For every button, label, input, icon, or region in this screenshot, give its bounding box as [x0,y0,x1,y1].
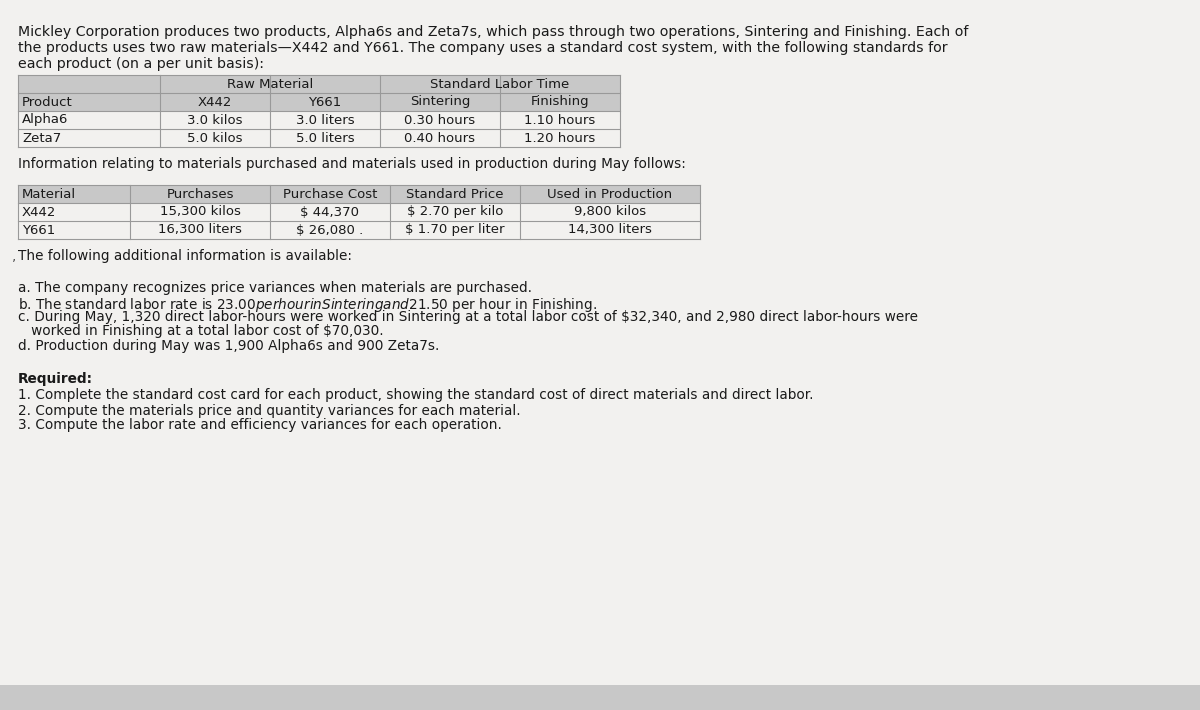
Text: Standard Price: Standard Price [407,187,504,200]
Text: 1. Complete the standard cost card for each product, showing the standard cost o: 1. Complete the standard cost card for e… [18,388,814,403]
Text: c. During May, 1,320 direct labor-hours were worked in Sintering at a total labo: c. During May, 1,320 direct labor-hours … [18,310,918,324]
Text: Product: Product [22,96,73,109]
FancyBboxPatch shape [18,185,700,203]
Text: $ 2.70 per kilo: $ 2.70 per kilo [407,205,503,219]
Text: Information relating to materials purchased and materials used in production dur: Information relating to materials purcha… [18,157,686,171]
Text: Sintering: Sintering [410,96,470,109]
Text: Y661: Y661 [22,224,55,236]
Text: worked in Finishing at a total labor cost of $70,030.: worked in Finishing at a total labor cos… [18,324,384,339]
FancyBboxPatch shape [18,75,620,93]
Text: each product (on a per unit basis):: each product (on a per unit basis): [18,57,264,71]
Text: ,: , [12,249,17,263]
Text: $ 44,370: $ 44,370 [300,205,360,219]
Text: 3.0 liters: 3.0 liters [295,114,354,126]
Text: 2. Compute the materials price and quantity variances for each material.: 2. Compute the materials price and quant… [18,403,521,417]
Text: Zeta7: Zeta7 [22,131,61,145]
Text: 0.40 hours: 0.40 hours [404,131,475,145]
Text: Purchase Cost: Purchase Cost [283,187,377,200]
Text: 1.10 hours: 1.10 hours [524,114,595,126]
Text: 15,300 kilos: 15,300 kilos [160,205,240,219]
Text: 5.0 liters: 5.0 liters [295,131,354,145]
Text: Finishing: Finishing [530,96,589,109]
Text: Mickley Corporation produces two products, Alpha6s and Zeta7s, which pass throug: Mickley Corporation produces two product… [18,25,968,39]
Text: 5.0 kilos: 5.0 kilos [187,131,242,145]
Text: Material: Material [22,187,76,200]
Text: 16,300 liters: 16,300 liters [158,224,242,236]
Text: Alpha6: Alpha6 [22,114,68,126]
FancyBboxPatch shape [18,93,620,111]
Text: 14,300 liters: 14,300 liters [568,224,652,236]
Text: Y661: Y661 [308,96,342,109]
Text: 3.0 kilos: 3.0 kilos [187,114,242,126]
Text: $ 26,080 .: $ 26,080 . [296,224,364,236]
Text: The following additional information is available:: The following additional information is … [18,249,352,263]
FancyBboxPatch shape [0,0,1200,685]
Text: 1.20 hours: 1.20 hours [524,131,595,145]
Text: 3. Compute the labor rate and efficiency variances for each operation.: 3. Compute the labor rate and efficiency… [18,418,502,432]
Text: $ 1.70 per liter: $ 1.70 per liter [406,224,505,236]
Text: 0.30 hours: 0.30 hours [404,114,475,126]
Text: X442: X442 [198,96,232,109]
Text: Raw Material: Raw Material [227,77,313,90]
Text: Standard Labor Time: Standard Labor Time [431,77,570,90]
Text: d. Production during May was 1,900 Alpha6s and 900 Zeta7s.: d. Production during May was 1,900 Alpha… [18,339,439,353]
Text: X442: X442 [22,205,56,219]
Text: Purchases: Purchases [167,187,234,200]
Text: 9,800 kilos: 9,800 kilos [574,205,646,219]
Text: b. The standard labor rate is $23.00 per hour in Sintering and $21.50 per hour i: b. The standard labor rate is $23.00 per… [18,295,596,314]
Text: Required:: Required: [18,371,94,386]
Text: the products uses two raw materials—X442 and Y661. The company uses a standard c: the products uses two raw materials—X442… [18,41,948,55]
Text: Used in Production: Used in Production [547,187,672,200]
Text: a. The company recognizes price variances when materials are purchased.: a. The company recognizes price variance… [18,281,532,295]
